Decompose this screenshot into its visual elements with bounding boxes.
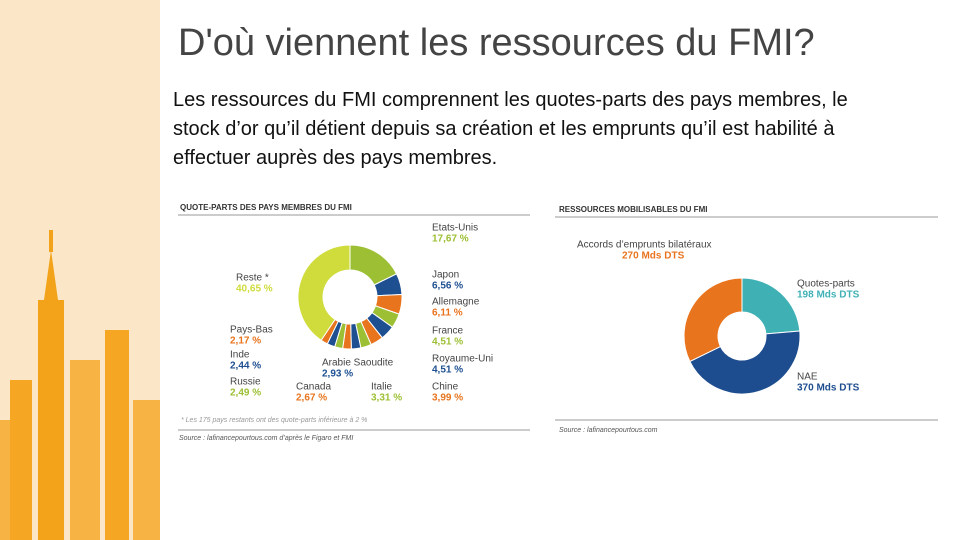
category-label: Accords d’emprunts bilatéraux — [577, 240, 712, 251]
value-label: 4,51 % — [432, 365, 463, 376]
value-label: 2,44 % — [230, 361, 261, 372]
value-label: 270 Mds DTS — [622, 251, 685, 262]
category-label: Inde — [230, 350, 250, 361]
slide-title: D'où viennent les ressources du FMI? — [178, 22, 815, 64]
category-label: Reste * — [236, 273, 269, 284]
category-label: Canada — [296, 382, 331, 393]
chart-title: RESSOURCES MOBILISABLES DU FMI — [559, 205, 707, 214]
value-label: 2,17 % — [230, 336, 261, 347]
value-label: 17,67 % — [432, 234, 469, 245]
category-label: Russie — [230, 377, 261, 388]
category-label: Chine — [432, 382, 459, 393]
value-label: 40,65 % — [236, 284, 273, 295]
category-label: France — [432, 326, 464, 337]
donut-segment — [689, 330, 801, 395]
donut-segment — [741, 277, 801, 335]
value-label: 3,99 % — [432, 393, 463, 404]
value-label: 4,51 % — [432, 337, 463, 348]
source: Source : lafinancepourtous.com d’après l… — [179, 435, 353, 442]
category-label: Quotes-parts — [797, 279, 855, 290]
slide-body: Les ressources du FMI comprennent les qu… — [173, 89, 848, 169]
value-label: 6,56 % — [432, 281, 463, 292]
chart-title: QUOTE-PARTS DES PAYS MEMBRES DU FMI — [180, 203, 352, 212]
value-label: 3,31 % — [371, 393, 402, 404]
donut-segment — [297, 244, 351, 341]
category-label: Royaume-Uni — [432, 354, 493, 365]
value-label: 2,67 % — [296, 393, 327, 404]
category-label: Allemagne — [432, 297, 480, 308]
donut-segment — [683, 277, 743, 363]
footnote: * Les 175 pays restants ont des quote-pa… — [181, 417, 367, 424]
category-label: Italie — [371, 382, 393, 393]
category-label: Pays-Bas — [230, 325, 273, 336]
value-label: 2,49 % — [230, 388, 261, 399]
skyline — [0, 0, 160, 540]
value-label: 6,11 % — [432, 308, 463, 319]
category-label: Etats-Unis — [432, 223, 478, 234]
value-label: 370 Mds DTS — [797, 383, 860, 394]
category-label: Arabie Saoudite — [322, 358, 394, 369]
category-label: NAE — [797, 372, 818, 383]
value-label: 2,93 % — [322, 369, 353, 380]
value-label: 198 Mds DTS — [797, 290, 860, 301]
source: Source : lafinancepourtous.com — [559, 427, 658, 434]
category-label: Japon — [432, 270, 459, 281]
